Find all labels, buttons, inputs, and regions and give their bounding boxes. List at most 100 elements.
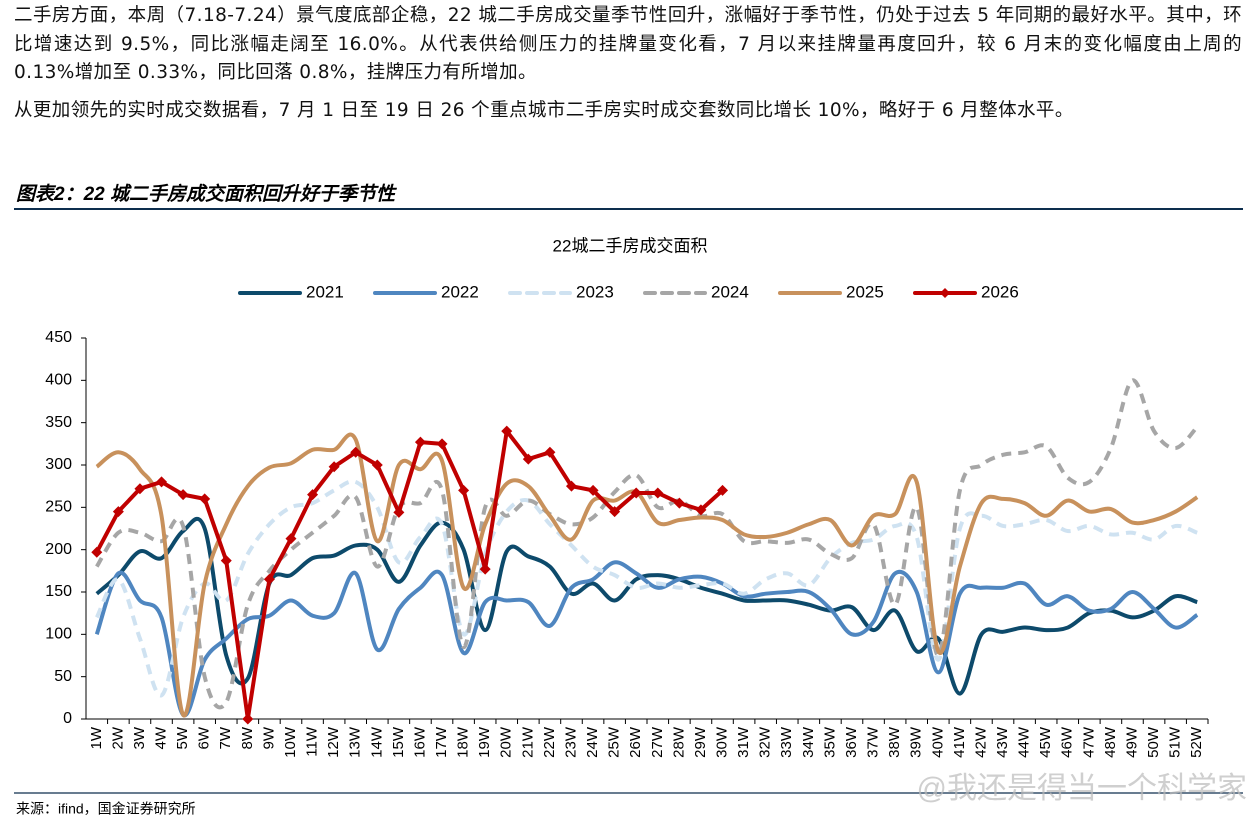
x-tick-label: 36W xyxy=(843,726,860,758)
x-tick-label: 45W xyxy=(1037,726,1054,758)
y-tick-label: 450 xyxy=(45,329,72,346)
x-tick-label: 51W xyxy=(1167,726,1184,758)
y-tick-label: 300 xyxy=(45,456,72,473)
x-tick-label: 22W xyxy=(541,726,558,758)
data-point xyxy=(177,489,189,501)
legend-label: 2023 xyxy=(576,282,614,301)
x-tick-label: 50W xyxy=(1145,726,1162,758)
data-point xyxy=(393,506,405,518)
x-tick-label: 9W xyxy=(260,726,277,749)
x-tick-label: 4W xyxy=(152,726,169,749)
data-point xyxy=(199,493,211,505)
data-point xyxy=(436,438,448,450)
x-tick-label: 16W xyxy=(411,726,428,758)
x-tick-label: 10W xyxy=(282,726,299,758)
legend-label: 2022 xyxy=(441,282,479,301)
x-tick-label: 29W xyxy=(692,726,709,758)
x-tick-label: 40W xyxy=(929,726,946,758)
watermark: @我还是得当一个科学家 xyxy=(917,772,1247,805)
x-tick-label: 13W xyxy=(347,726,364,758)
x-tick-label: 33W xyxy=(778,726,795,758)
x-tick-label: 46W xyxy=(1059,726,1076,758)
series-line xyxy=(95,378,1199,710)
x-tick-label: 1W xyxy=(88,726,105,749)
data-point xyxy=(673,497,685,509)
data-point xyxy=(717,484,729,496)
data-point xyxy=(695,504,707,516)
x-tick-label: 42W xyxy=(972,726,989,758)
x-tick-label: 7W xyxy=(217,726,234,749)
x-tick-label: 19W xyxy=(476,726,493,758)
x-tick-label: 26W xyxy=(627,726,644,758)
x-tick-label: 27W xyxy=(649,726,666,758)
series xyxy=(94,479,1198,698)
x-tick-label: 41W xyxy=(951,726,968,758)
data-point xyxy=(544,446,556,458)
figure-title: 图表2：22 城二手房成交面积回升好于季节性 xyxy=(16,183,398,205)
x-tick-label: 28W xyxy=(670,726,687,758)
x-tick-label: 6W xyxy=(196,726,213,749)
legend-label: 2026 xyxy=(981,282,1019,301)
data-point xyxy=(242,713,254,725)
x-tick-label: 17W xyxy=(433,726,450,758)
x-tick-label: 43W xyxy=(994,726,1011,758)
data-point xyxy=(328,461,340,473)
x-tick-label: 44W xyxy=(1016,726,1033,758)
paragraph: 从更加领先的实时成交数据看，7 月 1 日至 19 日 26 个重点城市二手房实… xyxy=(14,100,1074,121)
x-tick-label: 34W xyxy=(800,726,817,758)
y-tick-label: 350 xyxy=(45,414,72,431)
x-tick-label: 18W xyxy=(455,726,472,758)
data-point xyxy=(112,506,124,518)
data-point xyxy=(458,484,470,496)
x-tick-label: 20W xyxy=(498,726,515,758)
y-tick-label: 200 xyxy=(45,541,72,558)
legend-label: 2025 xyxy=(846,282,884,301)
data-point xyxy=(565,480,577,492)
series xyxy=(94,560,1199,718)
data-point xyxy=(350,446,362,458)
y-tick-label: 0 xyxy=(63,710,72,727)
y-tick-label: 50 xyxy=(54,668,72,685)
data-point xyxy=(652,487,664,499)
data-point xyxy=(414,436,426,448)
x-tick-label: 14W xyxy=(368,726,385,758)
x-tick-label: 30W xyxy=(713,726,730,758)
y-tick-label: 400 xyxy=(45,372,72,389)
series-line xyxy=(95,516,1198,696)
x-tick-label: 39W xyxy=(908,726,925,758)
data-point xyxy=(285,533,297,545)
series-line xyxy=(94,560,1199,718)
data-point xyxy=(522,453,534,465)
data-point xyxy=(609,506,621,518)
x-tick-label: 35W xyxy=(821,726,838,758)
x-tick-label: 38W xyxy=(886,726,903,758)
data-point xyxy=(91,546,103,558)
x-tick-label: 5W xyxy=(174,726,191,749)
x-tick-label: 31W xyxy=(735,726,752,758)
x-tick-label: 3W xyxy=(131,726,148,749)
y-tick-label: 250 xyxy=(45,499,72,516)
series-line xyxy=(94,479,1198,698)
data-point xyxy=(501,425,513,437)
x-tick-label: 8W xyxy=(239,726,256,749)
x-tick-label: 49W xyxy=(1123,726,1140,758)
x-tick-label: 47W xyxy=(1080,726,1097,758)
series xyxy=(95,516,1198,696)
x-tick-label: 15W xyxy=(390,726,407,758)
data-point xyxy=(587,484,599,496)
data-point xyxy=(134,483,146,495)
y-tick-label: 100 xyxy=(45,626,72,643)
data-point xyxy=(630,487,642,499)
legend-label: 2021 xyxy=(306,282,344,301)
paragraph: 二手房方面，本周（7.18-7.24）景气度底部企稳，22 城二手房成交量季节性… xyxy=(14,5,1242,83)
x-tick-label: 48W xyxy=(1102,726,1119,758)
y-tick-label: 150 xyxy=(45,583,72,600)
x-tick-label: 12W xyxy=(325,726,342,758)
x-tick-label: 52W xyxy=(1188,726,1205,758)
data-point xyxy=(220,555,232,567)
data-point xyxy=(263,573,275,585)
x-tick-label: 37W xyxy=(865,726,882,758)
x-tick-label: 11W xyxy=(304,726,321,757)
